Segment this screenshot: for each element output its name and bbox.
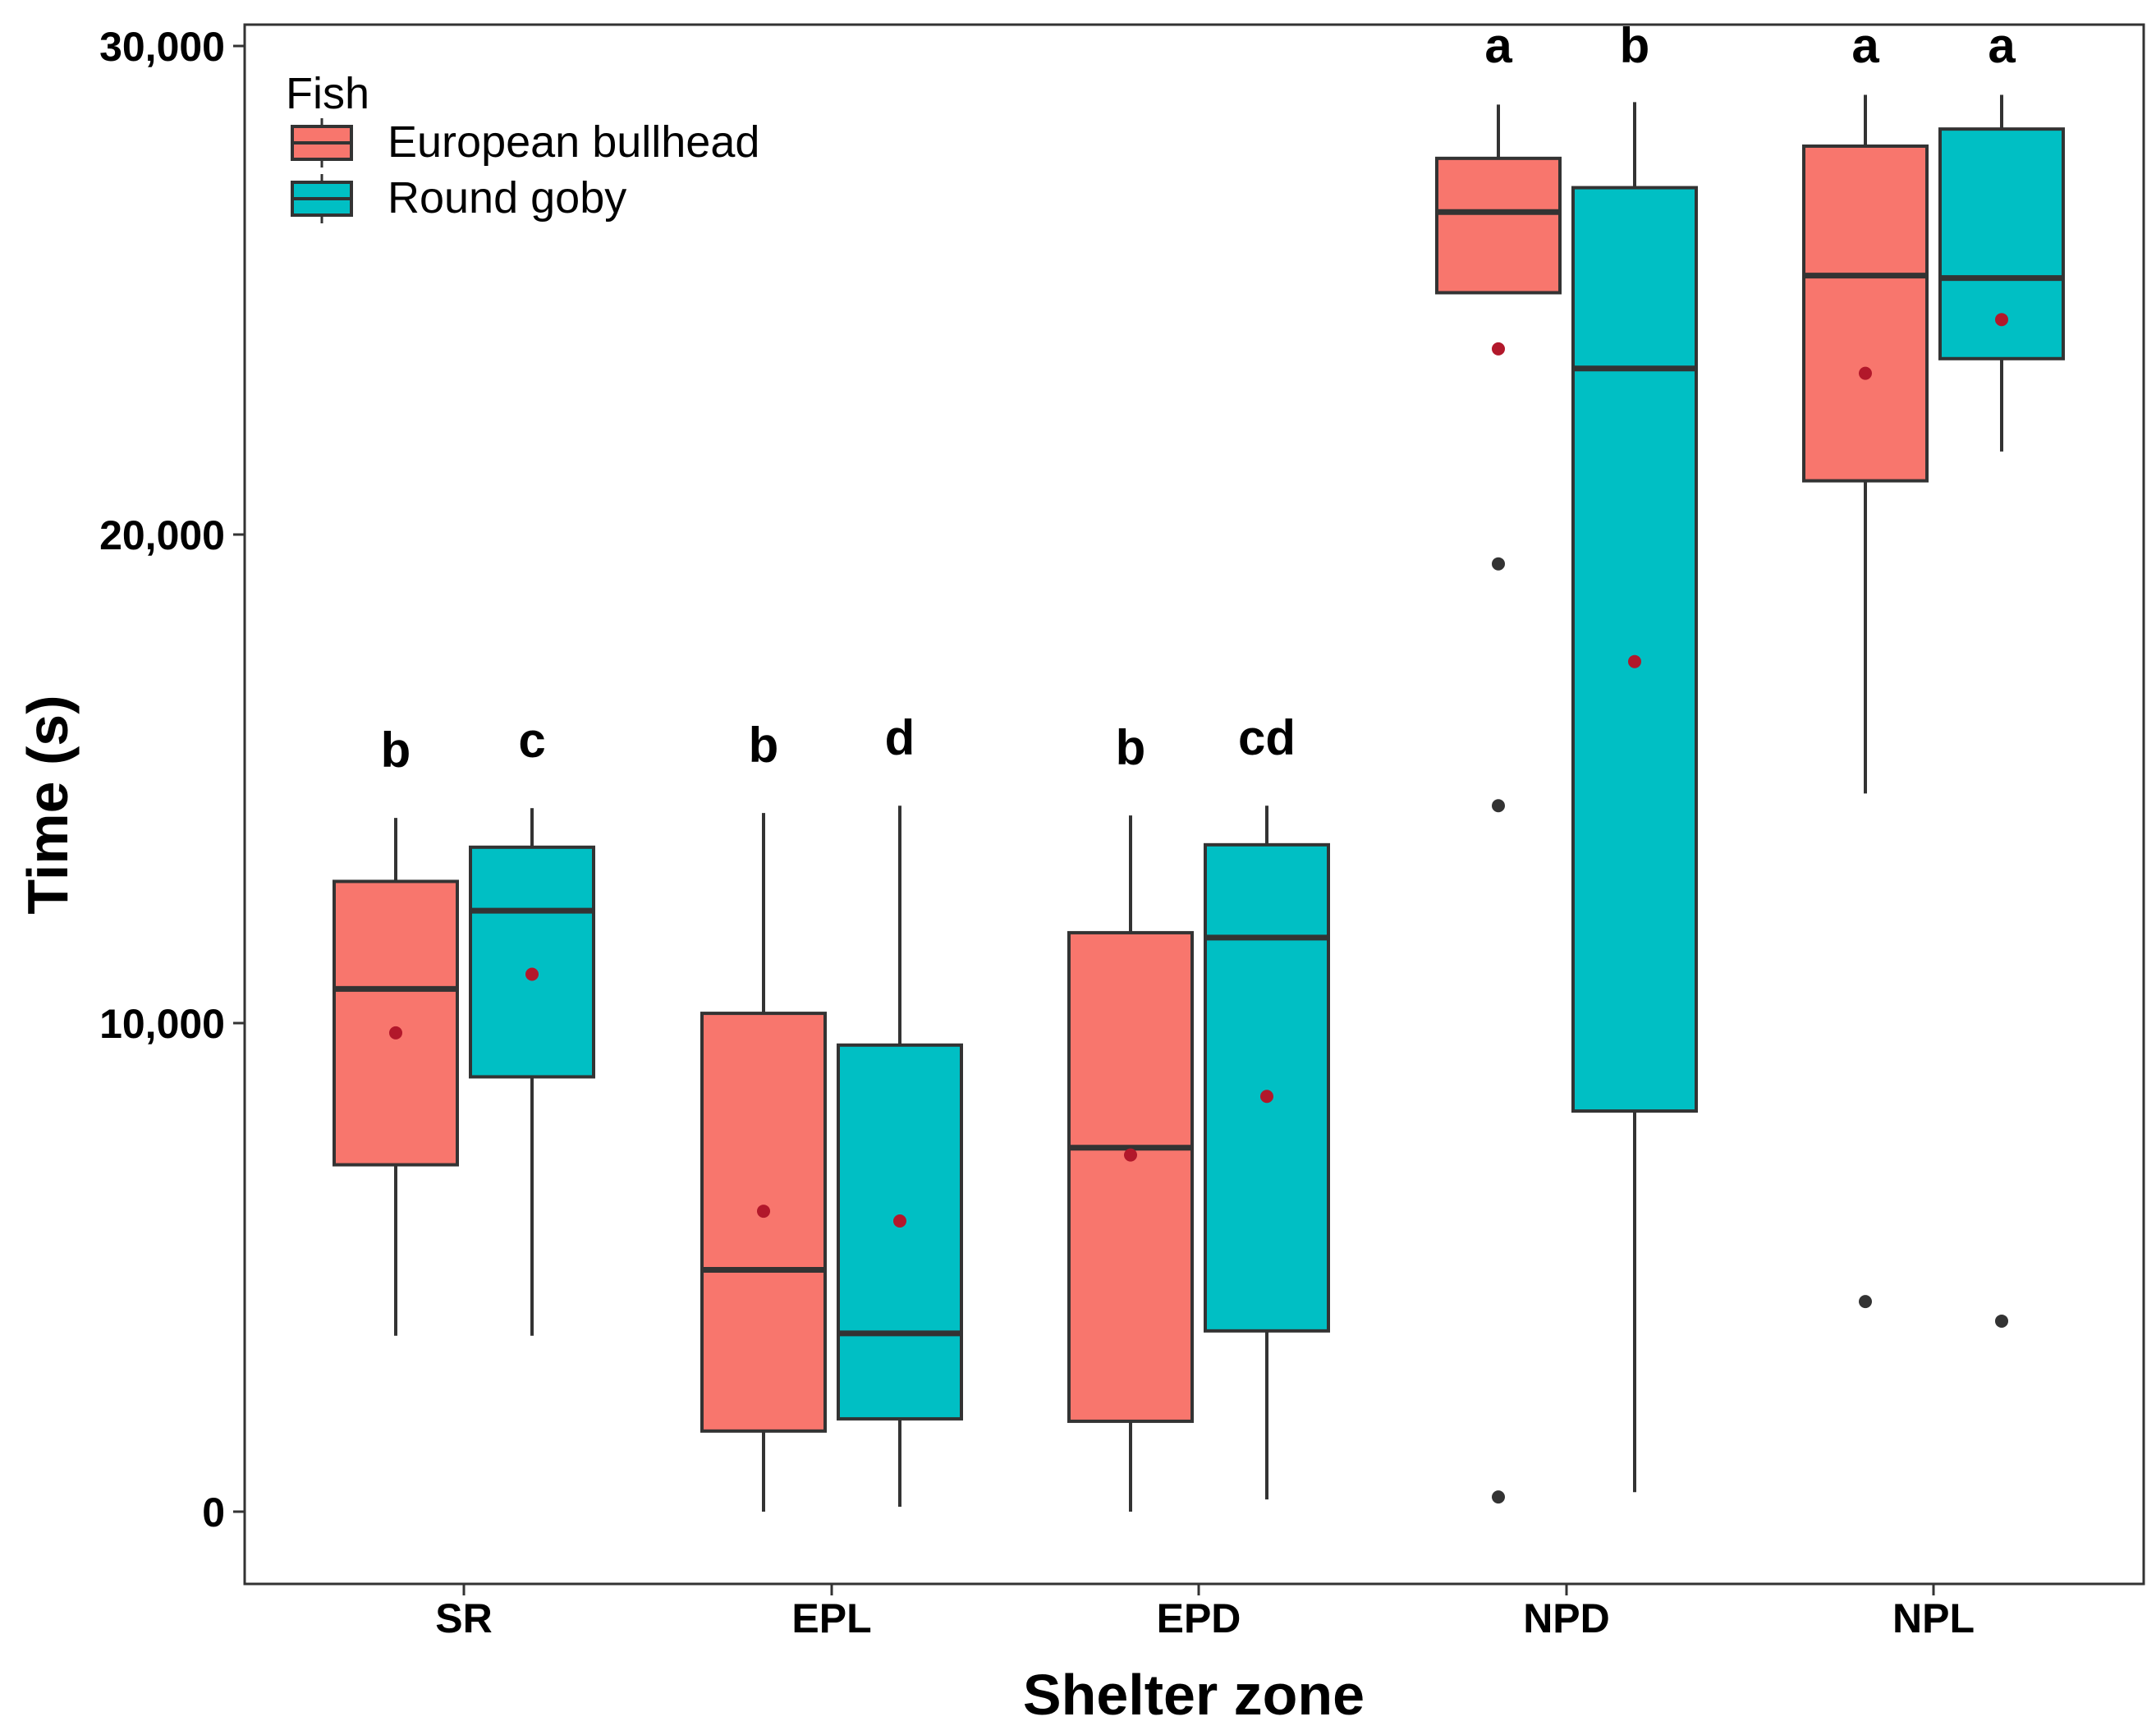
box-european-bullhead-npd: a bbox=[1435, 18, 1562, 1504]
outlier-point bbox=[1492, 799, 1505, 813]
legend-title: Fish bbox=[286, 69, 369, 118]
significance-letter: b bbox=[1116, 720, 1146, 775]
mean-point bbox=[1628, 654, 1641, 668]
outlier-point bbox=[1492, 557, 1505, 571]
significance-letter: a bbox=[1988, 18, 2016, 73]
mean-point bbox=[1124, 1148, 1137, 1162]
iqr-box bbox=[1571, 186, 1698, 1113]
legend-entry-label: European bullhead bbox=[388, 117, 759, 167]
mean-point bbox=[525, 967, 539, 981]
significance-letter: c bbox=[518, 713, 545, 768]
y-tick-label: 20,000 bbox=[99, 512, 225, 558]
box-round-goby-npl: a bbox=[1938, 18, 2065, 1328]
significance-letter: b bbox=[381, 723, 411, 778]
box-round-goby-sr: c bbox=[469, 713, 595, 1336]
mean-point bbox=[757, 1205, 770, 1219]
box-european-bullhead-npl: a bbox=[1802, 18, 1929, 1309]
iqr-box bbox=[700, 1012, 827, 1433]
outlier-point bbox=[1995, 1314, 2008, 1328]
mean-point bbox=[1492, 342, 1505, 356]
y-axis: 0 10,000 20,000 30,000 bbox=[99, 24, 245, 1535]
mean-point bbox=[1260, 1090, 1273, 1104]
mean-point bbox=[1995, 313, 2008, 327]
box-round-goby-npd: b bbox=[1571, 18, 1698, 1493]
legend-entry-label: Round goby bbox=[388, 173, 626, 223]
y-axis-title: Time (s) bbox=[16, 695, 80, 914]
outlier-point bbox=[1492, 1490, 1505, 1504]
box-european-bullhead-epl: b bbox=[700, 718, 827, 1512]
x-tick-label: SR bbox=[435, 1595, 492, 1641]
plot-panel-border bbox=[243, 23, 2145, 1586]
iqr-box bbox=[1204, 842, 1330, 1333]
iqr-box bbox=[469, 845, 595, 1079]
iqr-box bbox=[333, 879, 459, 1167]
outlier-point bbox=[1859, 1295, 1872, 1309]
significance-letter: a bbox=[1484, 18, 1512, 73]
box-round-goby-epl: d bbox=[837, 710, 963, 1508]
iqr-box bbox=[1802, 144, 1929, 483]
x-tick-label: NPL bbox=[1892, 1595, 1975, 1641]
y-tick-label: 10,000 bbox=[99, 1001, 225, 1047]
significance-letter: b bbox=[1620, 18, 1650, 73]
mean-point bbox=[893, 1214, 906, 1228]
mean-point bbox=[389, 1026, 402, 1040]
mean-point bbox=[1859, 366, 1872, 380]
significance-letter: b bbox=[749, 718, 779, 773]
y-tick-label: 30,000 bbox=[99, 24, 225, 70]
box-series: b b ba ac d cdb a bbox=[333, 18, 2065, 1512]
box-european-bullhead-sr: b bbox=[333, 723, 459, 1336]
box-european-bullhead-epd: b bbox=[1067, 720, 1194, 1512]
x-tick-label: EPL bbox=[791, 1595, 871, 1641]
legend: Fish European bullhead Round goby bbox=[286, 69, 759, 223]
x-axis-title: Shelter zone bbox=[1023, 1663, 1365, 1727]
significance-letter: cd bbox=[1238, 710, 1296, 765]
x-axis: SR EPL EPD NPD NPL bbox=[435, 1584, 1975, 1641]
iqr-box bbox=[1067, 930, 1194, 1423]
x-tick-label: NPD bbox=[1523, 1595, 1610, 1641]
x-tick-label: EPD bbox=[1157, 1595, 1241, 1641]
iqr-box bbox=[837, 1043, 963, 1421]
significance-letter: a bbox=[1851, 18, 1879, 73]
box-round-goby-epd: cd bbox=[1204, 710, 1330, 1500]
y-tick-label: 0 bbox=[202, 1489, 225, 1535]
iqr-box bbox=[1435, 156, 1562, 295]
significance-letter: d bbox=[885, 710, 915, 765]
